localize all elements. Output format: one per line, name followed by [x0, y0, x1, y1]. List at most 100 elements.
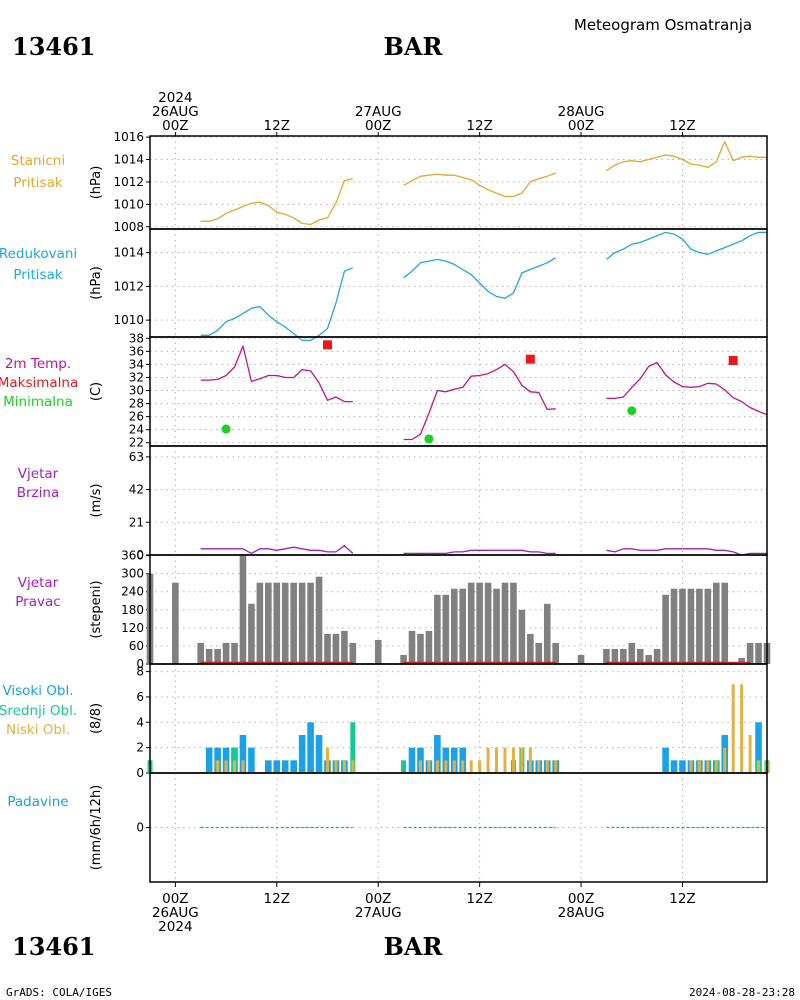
- cloud-bar-low: [714, 760, 718, 773]
- time-label-bottom: 00Z: [568, 891, 594, 907]
- wind-direction-bar: [290, 582, 297, 664]
- wind-direction-bar: [636, 648, 644, 664]
- y-tick-label: 26: [129, 410, 144, 424]
- cloud-bar-low: [731, 684, 735, 773]
- time-label-bottom: 26AUG: [152, 905, 199, 921]
- cloud-bar-low: [545, 760, 549, 773]
- wind-direction-bar: [476, 582, 483, 664]
- cloud-bar-low: [486, 747, 490, 773]
- y-tick-label: 0: [136, 657, 144, 671]
- cloud-bar-high: [408, 747, 416, 773]
- cloud-bar-low: [418, 760, 422, 773]
- panel-label-line: Stanicni: [11, 153, 65, 169]
- station-name-bottom: BAR: [384, 932, 444, 961]
- y-tick-label: 180: [121, 603, 144, 617]
- wind-direction-bar: [662, 594, 669, 664]
- wind-direction-bar: [755, 642, 762, 664]
- wind-direction-bar: [450, 588, 458, 664]
- panel-frame: [149, 135, 768, 230]
- cloud-bar-low: [723, 747, 727, 773]
- time-label-bottom: 12Z: [669, 891, 695, 907]
- wind-direction-bar: [434, 594, 441, 664]
- max-temp-marker: [525, 354, 535, 364]
- y-tick-label: 0: [136, 821, 144, 835]
- series-line: [403, 549, 556, 555]
- panel-clouds: 0 2 4 6 8 (8/8) Visoki Obl. Srednji Obl. Niski O…: [0, 663, 770, 780]
- y-tick-label: 4: [136, 715, 144, 729]
- wind-direction-bar: [510, 582, 517, 664]
- wind-direction-bar: [721, 582, 729, 664]
- max-temp-marker: [728, 355, 738, 365]
- y-axis-label: (C): [89, 382, 104, 401]
- time-label-top: 00Z: [365, 118, 391, 134]
- series-line: [606, 140, 767, 172]
- wind-direction-bar: [281, 582, 289, 664]
- wind-direction-bar: [417, 633, 424, 664]
- wind-direction-bar: [493, 588, 500, 664]
- y-tick-label: 21: [129, 515, 144, 529]
- time-label-top: 26AUG: [152, 104, 199, 120]
- cloud-bar-low: [224, 760, 228, 773]
- cloud-bar-low: [469, 760, 473, 773]
- cloud-bar-low: [495, 747, 499, 773]
- panel-label-line: Vjetar: [18, 575, 59, 591]
- time-label-top: 00Z: [162, 118, 188, 134]
- wind-direction-bar: [214, 648, 221, 664]
- time-label-top: 12Z: [264, 118, 290, 134]
- panel-label-line: Brzina: [17, 485, 59, 501]
- cloud-bar-high: [434, 734, 441, 773]
- station-id-top: 13461: [12, 32, 96, 61]
- time-label-bottom: 12Z: [466, 891, 492, 907]
- wind-direction-bar: [172, 582, 179, 664]
- wind-direction-bar: [239, 555, 247, 664]
- wind-direction-bar: [408, 630, 416, 664]
- y-tick-label: 6: [136, 690, 144, 704]
- panel-frame: [149, 228, 768, 338]
- wind-direction-bar: [738, 657, 745, 664]
- series-line: [606, 548, 767, 556]
- wind-direction-bar: [315, 576, 323, 664]
- wind-direction-bar: [746, 642, 754, 664]
- cloud-bar-low: [435, 760, 439, 773]
- cloud-bar-low: [520, 747, 524, 773]
- station-id-bottom: 13461: [12, 932, 96, 961]
- panels-layer: 1008 1010 1012 1014 1016 (hPa) Stanicni Pritisa…: [0, 130, 771, 883]
- y-tick-label: 1014: [113, 153, 144, 167]
- cloud-bar-high: [662, 747, 669, 773]
- cloud-bar-low: [511, 747, 515, 773]
- y-axis-label: (mm/6h/12h): [89, 785, 104, 871]
- y-tick-label: 2: [136, 741, 144, 755]
- panel-station_pressure: 1008 1010 1012 1014 1016 (hPa) Stanicni Pritisa…: [11, 130, 768, 234]
- cloud-bar-low: [689, 760, 693, 773]
- series-line: [606, 361, 768, 416]
- cloud-bar-low: [697, 760, 701, 773]
- wind-direction-bar: [265, 582, 272, 664]
- panel-wind_direction: 0 60 120 180 240 300 360 (stepeni) Vjetar Pravac: [15, 549, 771, 671]
- wind-direction-bar: [679, 588, 686, 664]
- cloud-bar-high: [307, 722, 314, 773]
- series-line: [605, 231, 767, 260]
- wind-direction-bar: [628, 642, 636, 664]
- cloud-bar-low: [342, 760, 346, 773]
- panel-frame: [149, 445, 768, 556]
- wind-direction-bar: [611, 648, 619, 664]
- wind-direction-bar: [527, 633, 534, 664]
- wind-direction-bar: [712, 582, 720, 664]
- time-label-bottom: 00Z: [365, 891, 391, 907]
- wind-direction-bar: [341, 630, 348, 664]
- y-tick-label: 300: [121, 567, 144, 581]
- y-tick-label: 1012: [113, 175, 144, 189]
- y-axis-label: (8/8): [89, 703, 104, 734]
- panel-label-line: Srednji Obl.: [0, 703, 77, 719]
- panel-label-line: Maksimalna: [0, 375, 78, 391]
- wind-direction-bar: [332, 633, 340, 664]
- footer-credit: GrADS: COLA/IGES: [6, 986, 112, 999]
- max-temp-marker: [322, 340, 332, 350]
- y-tick-label: 60: [129, 639, 144, 653]
- cloud-bar-low: [216, 760, 220, 773]
- time-label-bottom: 12Z: [264, 891, 290, 907]
- cloud-bar-low: [444, 760, 448, 773]
- time-label-bottom: 28AUG: [558, 905, 605, 921]
- wind-direction-bar: [205, 648, 213, 664]
- wind-direction-bar: [653, 648, 661, 664]
